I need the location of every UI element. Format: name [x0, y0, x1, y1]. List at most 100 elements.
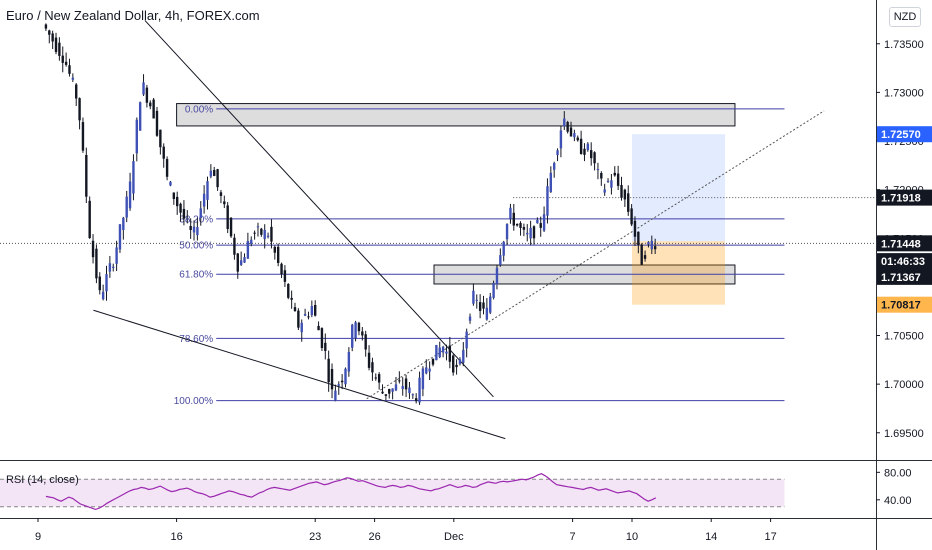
price-label: 1.71918: [881, 193, 921, 205]
rsi-title: RSI (14, close): [6, 474, 79, 486]
candle-body: [367, 352, 371, 368]
candle-body: [169, 181, 172, 186]
candle-body: [101, 291, 105, 300]
candle-body: [526, 232, 529, 235]
price-label: 1.70817: [881, 300, 921, 312]
candle-body: [290, 297, 293, 300]
candle-body: [112, 266, 115, 268]
candle-body: [643, 255, 647, 259]
candle-body: [51, 33, 54, 42]
candle-body: [186, 218, 189, 220]
candle-body: [280, 263, 283, 275]
candle-body: [576, 137, 579, 141]
candle-body: [226, 205, 229, 229]
candle-body: [98, 276, 101, 291]
candle-body: [297, 310, 300, 328]
price-tick-label: 1.73500: [884, 39, 924, 51]
candle-body: [414, 398, 418, 402]
candle-body: [135, 119, 139, 154]
candle-body: [122, 217, 125, 231]
candle-body: [653, 246, 657, 250]
candle-body: [243, 257, 246, 263]
candle-body: [68, 65, 71, 74]
candle-body: [593, 152, 596, 164]
candle-body: [381, 391, 384, 394]
time-tick-label: 26: [368, 531, 380, 543]
candle-body: [314, 304, 317, 316]
candle-body: [590, 150, 593, 159]
candle-body: [448, 345, 452, 362]
candle-body: [519, 223, 522, 228]
rsi-tick-label: 40.00: [884, 495, 912, 507]
candle-body: [435, 345, 438, 361]
candle-body: [179, 203, 182, 213]
candle-body: [586, 143, 590, 150]
candle-body: [465, 331, 468, 349]
chart-title: Euro / New Zealand Dollar, 4h, FOREX.com: [6, 8, 260, 23]
candle-body: [425, 367, 428, 374]
time-tick-label: 9: [35, 531, 41, 543]
candle-body: [64, 61, 68, 65]
candle-body: [310, 306, 314, 316]
price-label: 01:46:33: [881, 256, 925, 268]
candle-body: [401, 386, 404, 389]
candle-body: [478, 302, 482, 311]
candle-body: [287, 283, 290, 298]
candle-body: [357, 322, 361, 332]
price-label: 1.72570: [881, 129, 921, 141]
falling-trendline-upper: [144, 20, 494, 398]
candle-body: [189, 225, 192, 231]
candle-body: [603, 189, 606, 193]
candle-body: [239, 260, 243, 265]
candle-body: [472, 290, 475, 304]
candle-body: [250, 239, 253, 245]
candle-body: [398, 380, 401, 382]
fib-label: 50.00%: [179, 241, 213, 252]
candle-body: [233, 237, 236, 255]
candle-body: [81, 122, 85, 151]
candle-body: [54, 37, 58, 52]
candle-body: [330, 368, 334, 390]
candle-body: [623, 189, 627, 200]
candle-body: [48, 30, 51, 35]
candle-body: [340, 380, 344, 383]
candle-body: [364, 334, 367, 350]
candle-body: [542, 214, 546, 231]
rsi-line: [45, 473, 657, 511]
candle-body: [165, 159, 169, 177]
candle-body: [182, 208, 186, 219]
time-tick-label: Dec: [444, 531, 464, 543]
time-tick-label: 23: [309, 531, 321, 543]
price-label-box: [877, 268, 932, 285]
candle-body: [546, 186, 549, 216]
currency-badge[interactable]: NZD: [889, 7, 921, 27]
candle-body: [529, 227, 532, 239]
candle-body: [75, 84, 78, 99]
candle-body: [445, 351, 448, 354]
candle-body: [616, 173, 620, 186]
candle-body: [118, 224, 122, 250]
candle-body: [175, 196, 179, 207]
candle-body: [108, 263, 112, 272]
time-tick-label: 10: [626, 531, 638, 543]
candle-body: [334, 390, 337, 401]
falling-trendline-lower: [93, 309, 506, 440]
candle-body: [128, 181, 132, 209]
candle-body: [421, 368, 425, 390]
price-label-box: [877, 189, 932, 206]
candle-body: [388, 389, 391, 394]
price-label: 1.71367: [881, 272, 921, 284]
candle-body: [142, 82, 145, 95]
candle-body: [159, 129, 162, 148]
candle-body: [58, 42, 61, 56]
candle-body: [266, 235, 270, 237]
candle-body: [455, 364, 458, 368]
candle-body: [236, 253, 239, 272]
candle-body: [71, 77, 75, 80]
candle-body: [132, 161, 135, 194]
candle-body: [172, 192, 176, 200]
candle-body: [647, 242, 650, 245]
fib-label: 61.80%: [179, 270, 213, 281]
